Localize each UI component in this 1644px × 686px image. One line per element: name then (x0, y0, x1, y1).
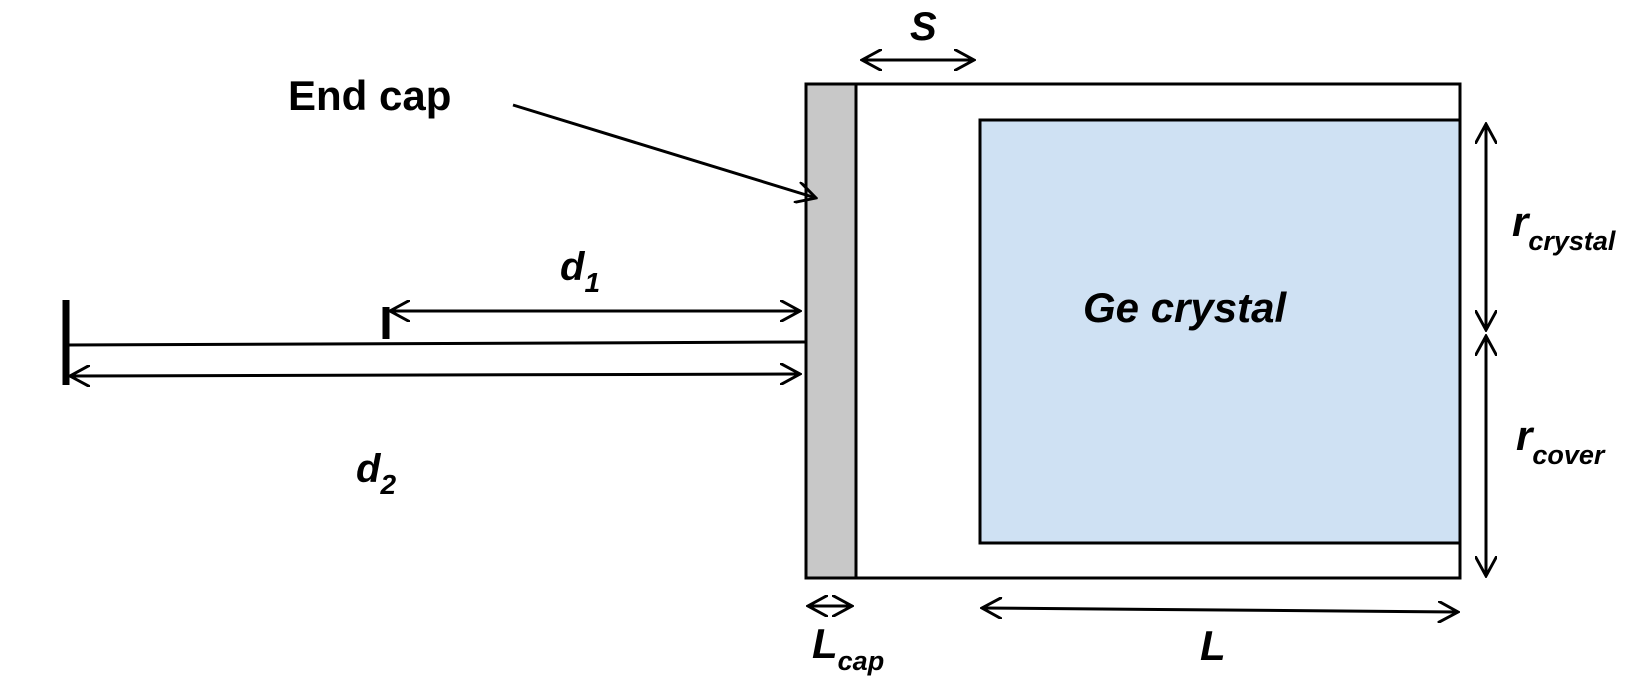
d2-label-main: d (356, 447, 382, 491)
end-cap-pointer-arrow (512, 103, 816, 198)
d1-label-main: d (560, 245, 586, 289)
d2-arrow (70, 374, 800, 376)
d2-label: d2 (356, 447, 396, 500)
r-cover-label: rcover (1516, 412, 1606, 470)
axis-line (65, 340, 807, 347)
end-cap-label: End cap (288, 72, 451, 119)
r-crystal-label-sub: crystal (1528, 226, 1616, 256)
l-cap-label-main: L (812, 620, 838, 667)
ge-crystal (978, 118, 1462, 545)
d1-label-sub: 1 (584, 267, 600, 298)
l-arrow (982, 608, 1458, 612)
r-crystal-label: rcrystal (1512, 198, 1616, 256)
end-cap (804, 82, 858, 580)
d1-label: d1 (560, 245, 600, 298)
l-cap-label-sub: cap (838, 646, 885, 676)
l-label: L (1200, 622, 1226, 669)
l-cap-label: Lcap (812, 620, 884, 676)
r-crystal-label-main: r (1512, 198, 1531, 245)
r-cover-label-sub: cover (1532, 440, 1606, 470)
ge-crystal-label: Ge crystal (1083, 284, 1287, 331)
s-label: S (910, 5, 937, 49)
r-cover-label-main: r (1516, 412, 1535, 459)
d2-label-sub: 2 (379, 469, 396, 500)
